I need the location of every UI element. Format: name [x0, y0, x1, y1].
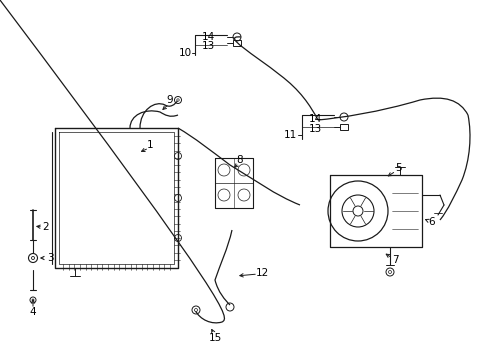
Text: 1: 1 [146, 140, 153, 150]
Text: 14: 14 [201, 32, 214, 42]
Text: 2: 2 [42, 222, 49, 232]
Text: 8: 8 [236, 155, 243, 165]
Circle shape [32, 299, 34, 301]
Text: 6: 6 [428, 217, 434, 227]
Bar [232, 40, 241, 46]
Text: 5: 5 [394, 163, 401, 173]
Bar [339, 124, 347, 130]
Text: 9: 9 [166, 95, 173, 105]
Circle shape [177, 99, 179, 101]
Text: 12: 12 [255, 268, 268, 278]
Text: 11: 11 [283, 130, 296, 140]
Text: 15: 15 [208, 333, 221, 343]
Text: 7: 7 [391, 255, 398, 265]
Circle shape [194, 309, 197, 311]
Text: 4: 4 [30, 307, 36, 317]
Text: 10: 10 [178, 48, 191, 58]
Circle shape [31, 256, 35, 260]
Text: 13: 13 [201, 41, 214, 51]
Text: 3: 3 [46, 253, 53, 263]
Text: 14: 14 [308, 114, 321, 124]
Text: 13: 13 [308, 124, 321, 134]
Circle shape [387, 270, 391, 274]
